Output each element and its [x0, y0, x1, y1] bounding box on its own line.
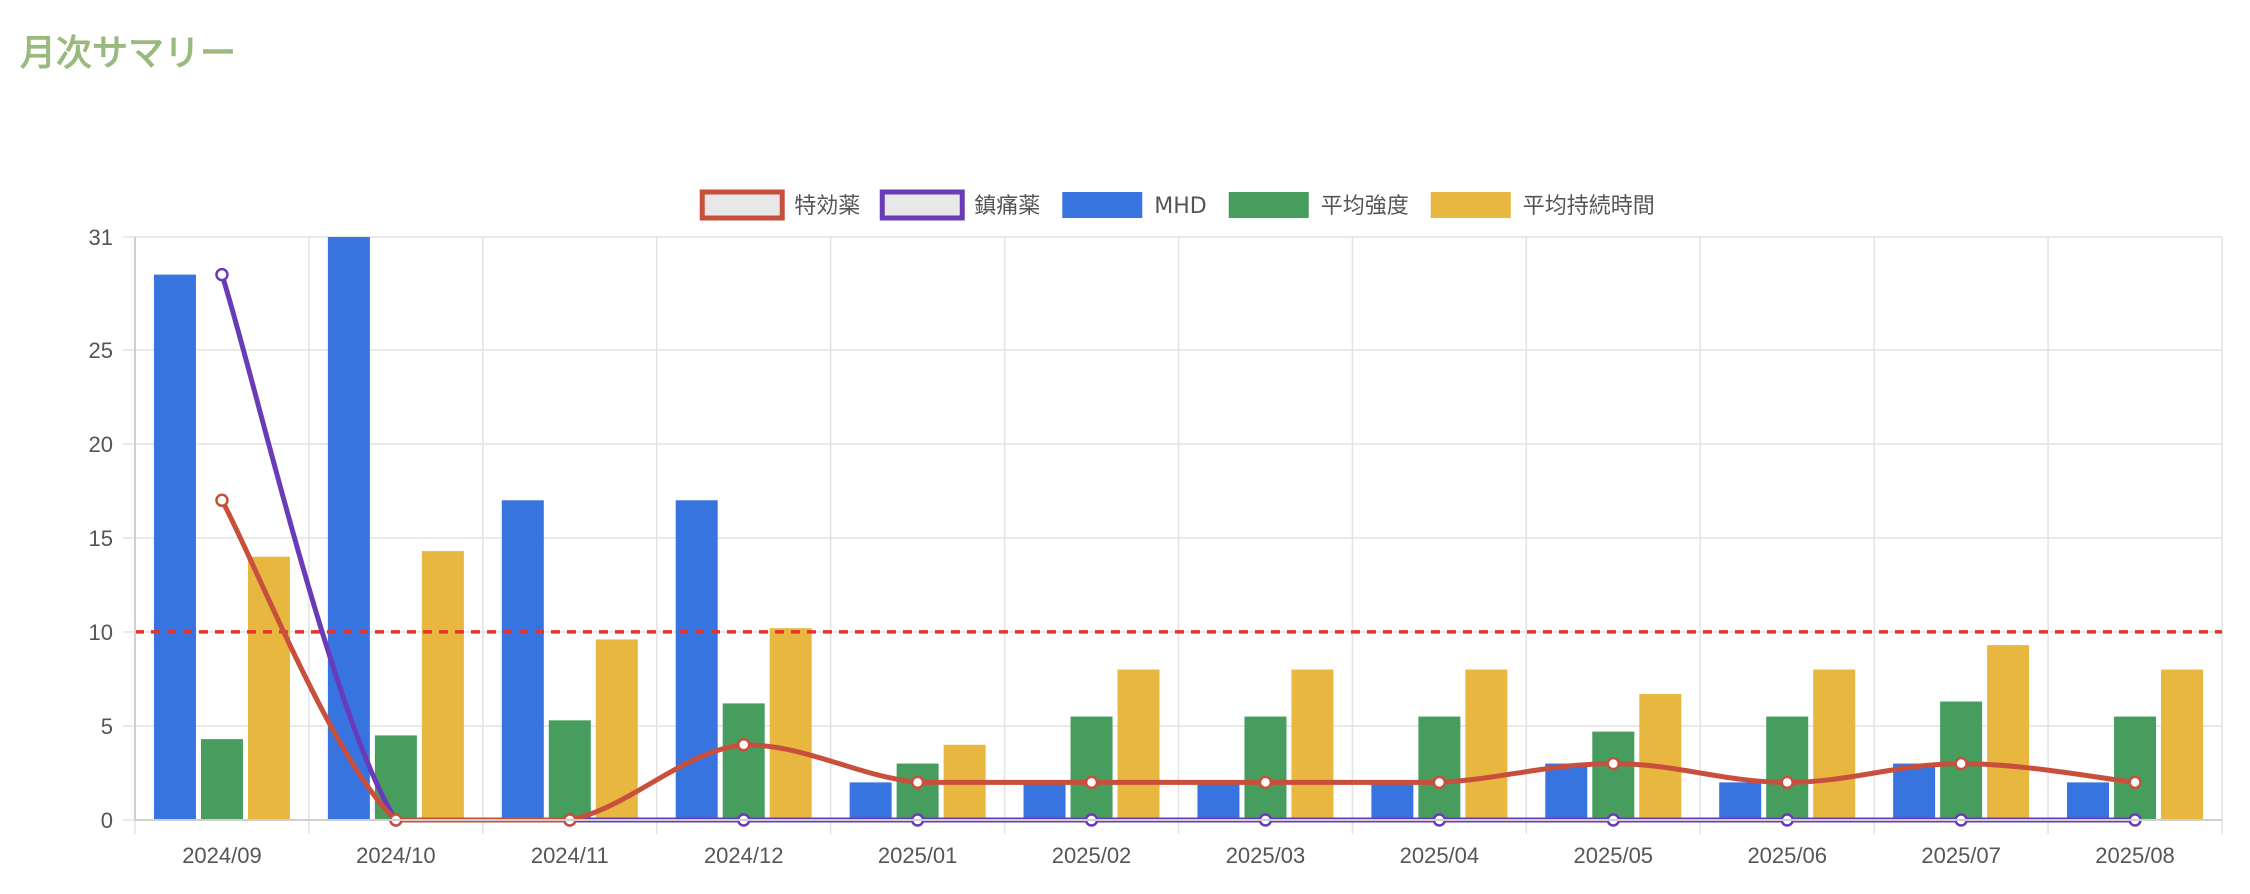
- bar-series-1[interactable]: [1418, 716, 1461, 820]
- line-point-0[interactable]: [910, 775, 925, 790]
- x-tick-label: 2024/11: [531, 843, 609, 868]
- y-tick-label: 15: [89, 526, 113, 551]
- line-point-0[interactable]: [1954, 756, 1968, 771]
- y-tick-label: 20: [89, 432, 113, 457]
- chart-axes: 0 5 10 15 20 25 31 2024/09 2024/10 2024/11 2024/12…: [89, 225, 2222, 868]
- legend-label: 平均持続時間: [1523, 194, 1655, 219]
- legend-swatch: [1228, 192, 1309, 218]
- bar-series-2[interactable]: [595, 639, 638, 820]
- bar-mhd[interactable]: [1197, 782, 1240, 820]
- x-tick-label: 2025/08: [2095, 843, 2175, 868]
- bar-series-2[interactable]: [1813, 669, 1856, 820]
- legend-item-3[interactable]: 平均強度: [1228, 192, 1409, 219]
- bar-mhd[interactable]: [1023, 782, 1066, 820]
- bar-mhd[interactable]: [501, 500, 544, 820]
- x-tick-label: 2025/02: [1052, 843, 1132, 868]
- bar-series-1[interactable]: [1592, 731, 1635, 820]
- bar-series-2[interactable]: [421, 551, 464, 820]
- legend-swatch: [879, 189, 965, 221]
- bar-mhd[interactable]: [1719, 782, 1762, 820]
- line-point-0[interactable]: [1258, 775, 1273, 790]
- legend-label: MHD: [1154, 194, 1206, 219]
- x-tick-label: 2025/05: [1574, 843, 1654, 868]
- bar-mhd[interactable]: [1545, 763, 1588, 820]
- x-tick-label: 2025/04: [1400, 843, 1480, 868]
- legend-swatch: [1430, 192, 1511, 218]
- bar-series-1[interactable]: [1070, 716, 1113, 820]
- bar-series-2[interactable]: [1639, 693, 1682, 820]
- legend-item-2[interactable]: MHD: [1062, 192, 1207, 219]
- bar-series-1[interactable]: [1766, 716, 1809, 820]
- legend-swatch: [699, 189, 785, 221]
- line-point-1[interactable]: [215, 267, 229, 282]
- bar-series-group: [153, 237, 2204, 820]
- bar-series-1[interactable]: [722, 703, 765, 820]
- legend-label: 鎮痛薬: [974, 194, 1040, 219]
- page-title: 月次サマリー: [20, 33, 237, 74]
- bar-series-1[interactable]: [1244, 716, 1287, 820]
- legend-label: 特効薬: [794, 194, 860, 219]
- bar-series-2[interactable]: [769, 628, 812, 820]
- bar-series-2[interactable]: [1465, 669, 1508, 820]
- bar-mhd[interactable]: [1371, 782, 1414, 820]
- bar-mhd[interactable]: [327, 237, 370, 820]
- x-tick-label: 2024/12: [704, 843, 784, 868]
- bar-series-2[interactable]: [2161, 669, 2204, 820]
- bar-series-2[interactable]: [1117, 669, 1160, 820]
- chart-legend[interactable]: 特効薬 鎮痛薬 MHD 平均強度 平均持続時間: [699, 189, 1655, 221]
- line-point-0[interactable]: [1780, 775, 1794, 790]
- line-point-0[interactable]: [1432, 775, 1447, 790]
- bar-series-1[interactable]: [548, 720, 591, 820]
- y-tick-label: 25: [89, 338, 113, 363]
- x-tick-label: 2025/06: [1747, 843, 1827, 868]
- bar-series-2[interactable]: [1987, 645, 2030, 820]
- legend-item-0[interactable]: 特効薬: [699, 189, 860, 221]
- x-tick-label: 2025/01: [878, 843, 958, 868]
- legend-item-4[interactable]: 平均持続時間: [1430, 192, 1655, 219]
- y-tick-label: 31: [89, 225, 113, 250]
- legend-swatch: [1062, 192, 1143, 218]
- bar-mhd[interactable]: [675, 500, 718, 820]
- x-tick-label: 2024/09: [182, 843, 262, 868]
- bar-mhd[interactable]: [153, 274, 196, 820]
- x-tick-label: 2024/10: [356, 843, 436, 868]
- x-tick-label: 2025/07: [1921, 843, 2001, 868]
- bar-series-1[interactable]: [2114, 716, 2157, 820]
- legend-label: 平均強度: [1321, 194, 1409, 219]
- bar-mhd[interactable]: [849, 782, 892, 820]
- legend-item-1[interactable]: 鎮痛薬: [879, 189, 1040, 221]
- x-tick-label: 2025/03: [1226, 843, 1306, 868]
- line-point-0[interactable]: [2128, 775, 2142, 790]
- y-tick-label: 5: [101, 714, 113, 739]
- bar-series-1[interactable]: [896, 763, 939, 820]
- bar-series-1[interactable]: [200, 739, 243, 820]
- line-point-0[interactable]: [215, 493, 229, 508]
- line-point-0[interactable]: [736, 738, 751, 752]
- bar-mhd[interactable]: [2067, 782, 2110, 820]
- bar-series-2[interactable]: [1291, 669, 1334, 820]
- y-tick-label: 10: [89, 620, 113, 645]
- y-tick-label: 0: [101, 808, 113, 833]
- bar-mhd[interactable]: [1893, 763, 1936, 820]
- line-point-0[interactable]: [1606, 756, 1621, 771]
- line-point-0[interactable]: [1084, 775, 1099, 790]
